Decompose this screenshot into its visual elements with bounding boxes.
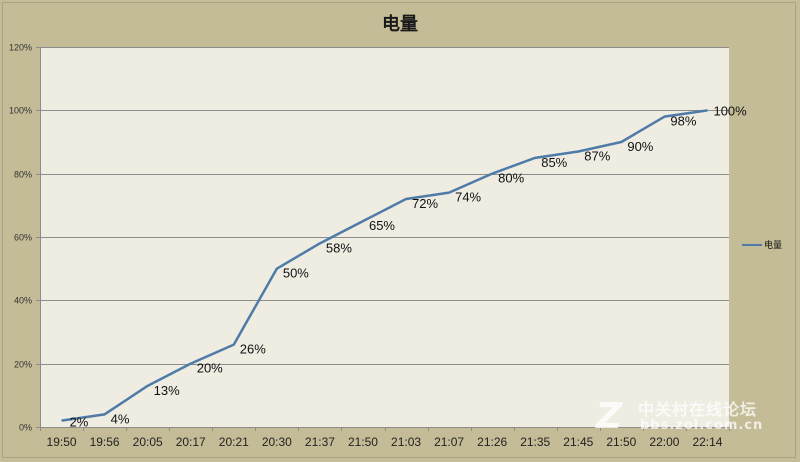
watermark-cn-text: 中关村在线论坛 bbox=[638, 400, 758, 419]
data-label: 20% bbox=[197, 361, 223, 376]
y-tick-label: 80% bbox=[14, 170, 32, 180]
y-tick-label: 0% bbox=[19, 423, 32, 433]
y-tick-label: 100% bbox=[9, 106, 32, 116]
data-label: 72% bbox=[412, 196, 438, 211]
data-label: 2% bbox=[70, 415, 89, 430]
data-label: 87% bbox=[584, 149, 610, 164]
data-label: 85% bbox=[541, 155, 567, 170]
legend: 电量 bbox=[742, 238, 782, 251]
data-label: 26% bbox=[240, 342, 266, 357]
data-label: 100% bbox=[713, 103, 747, 118]
x-tick-label: 22:00 bbox=[649, 435, 679, 449]
watermark: Z 中关村在线论坛 bbs.zol.com.cn bbox=[592, 394, 782, 440]
watermark-url-text: bbs.zol.com.cn bbox=[640, 418, 764, 433]
data-label: 65% bbox=[369, 218, 395, 233]
legend-line-swatch bbox=[742, 243, 762, 246]
x-tick-label: 20:17 bbox=[176, 435, 206, 449]
x-tick-label: 21:03 bbox=[391, 435, 421, 449]
x-tick-label: 20:30 bbox=[262, 435, 292, 449]
chart-title: 电量 bbox=[382, 14, 418, 35]
x-tick-label: 19:50 bbox=[47, 435, 77, 449]
data-label: 80% bbox=[498, 171, 524, 186]
data-label: 90% bbox=[627, 139, 653, 154]
x-tick-label: 21:45 bbox=[563, 435, 593, 449]
y-tick-label: 120% bbox=[9, 43, 32, 53]
x-tick-label: 21:50 bbox=[606, 435, 636, 449]
y-tick-label: 60% bbox=[14, 233, 32, 243]
y-tick-label: 20% bbox=[14, 360, 32, 370]
data-label: 74% bbox=[455, 190, 481, 205]
data-label: 50% bbox=[283, 266, 309, 281]
x-tick-label: 20:05 bbox=[133, 435, 163, 449]
series-line bbox=[61, 109, 708, 422]
data-label: 98% bbox=[670, 114, 696, 129]
data-label: 4% bbox=[111, 411, 130, 426]
data-label: 58% bbox=[326, 240, 352, 255]
x-tick-label: 21:37 bbox=[305, 435, 335, 449]
y-tick-label: 40% bbox=[14, 296, 32, 306]
x-tick-label: 21:50 bbox=[348, 435, 378, 449]
x-tick-label: 22:14 bbox=[692, 435, 722, 449]
x-tick-label: 21:35 bbox=[520, 435, 550, 449]
x-tick-label: 20:21 bbox=[219, 435, 249, 449]
zol-logo-icon: Z bbox=[596, 396, 623, 437]
x-tick-label: 19:56 bbox=[90, 435, 120, 449]
x-tick-label: 21:07 bbox=[434, 435, 464, 449]
x-tick-label: 21:26 bbox=[477, 435, 507, 449]
data-label: 13% bbox=[154, 383, 180, 398]
legend-label: 电量 bbox=[764, 240, 783, 250]
